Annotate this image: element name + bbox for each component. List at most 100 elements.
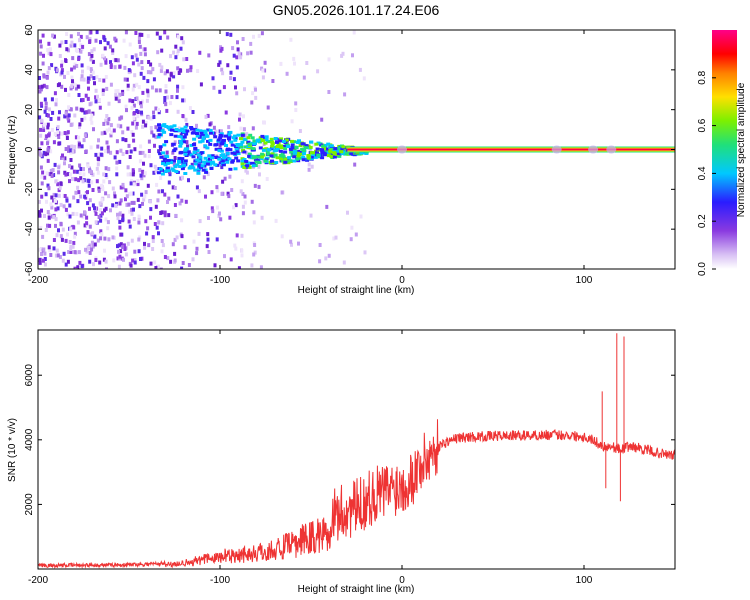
band-blip bbox=[588, 145, 599, 154]
heatmap-cell bbox=[163, 210, 167, 215]
heatmap-cell bbox=[173, 156, 177, 160]
heatmap-cell bbox=[84, 93, 88, 98]
heatmap-cell bbox=[152, 110, 155, 115]
heatmap-cell bbox=[138, 168, 142, 173]
heatmap-cell bbox=[260, 215, 264, 220]
heatmap-cell bbox=[109, 133, 113, 138]
heatmap-cell bbox=[77, 178, 81, 183]
heatmap-cell bbox=[60, 84, 64, 89]
heatmap-cell bbox=[64, 172, 68, 177]
heatmap-cell bbox=[164, 84, 168, 89]
heatmap-cell bbox=[257, 33, 261, 38]
heatmap-cell bbox=[327, 90, 331, 94]
heatmap-band-cell bbox=[245, 164, 250, 168]
heatmap-band-cell bbox=[164, 169, 168, 173]
heatmap-cell bbox=[183, 245, 187, 250]
heatmap-cell bbox=[165, 108, 169, 113]
heatmap-cell bbox=[57, 135, 61, 139]
heatmap-band-cell bbox=[214, 156, 219, 159]
heatmap-cell bbox=[57, 228, 60, 233]
heatmap-band-cell bbox=[232, 134, 237, 138]
heatmap-cell bbox=[151, 235, 155, 240]
heatmap-band-cell bbox=[193, 168, 198, 172]
heatmap-cell bbox=[135, 82, 139, 87]
heatmap-cell bbox=[142, 197, 146, 202]
heatmap-cell bbox=[117, 99, 121, 104]
heatmap-cell bbox=[75, 212, 79, 217]
snr-plot-area bbox=[38, 333, 675, 569]
heatmap-band-cell bbox=[205, 134, 210, 138]
heatmap-cell bbox=[46, 125, 50, 130]
heatmap-cell bbox=[83, 133, 87, 138]
heatmap-band-cell bbox=[191, 155, 196, 159]
heatmap-cell bbox=[173, 258, 177, 263]
heatmap-cell bbox=[161, 189, 164, 194]
heatmap-cell bbox=[70, 165, 74, 170]
heatmap-cell bbox=[96, 162, 100, 167]
heatmap-cell bbox=[94, 38, 98, 43]
heatmap-cell bbox=[359, 214, 363, 219]
heatmap-band-cell bbox=[191, 166, 196, 170]
heatmap-cell bbox=[99, 236, 103, 241]
heatmap-band-cell bbox=[345, 151, 350, 155]
heatmap-cell bbox=[131, 121, 135, 126]
heatmap-band-cell bbox=[292, 155, 297, 159]
heatmap-cell bbox=[210, 190, 214, 195]
heatmap-cell bbox=[126, 87, 130, 92]
heatmap-band-cell bbox=[157, 133, 162, 137]
heatmap-cell bbox=[240, 253, 244, 258]
heatmap-cell bbox=[298, 129, 302, 133]
heatmap-cell bbox=[166, 256, 170, 261]
heatmap-cell bbox=[121, 217, 125, 222]
heatmap-cell bbox=[68, 203, 72, 208]
heatmap-cell bbox=[191, 257, 195, 262]
heatmap-band-cell bbox=[240, 140, 245, 144]
heatmap-cell bbox=[90, 49, 94, 54]
heatmap-cell bbox=[305, 61, 309, 65]
snr-xtick-label: 100 bbox=[576, 575, 593, 586]
heatmap-cell bbox=[155, 182, 159, 187]
heatmap-cell bbox=[173, 140, 177, 145]
heatmap-band-cell bbox=[302, 152, 306, 156]
heatmap-cell bbox=[146, 34, 150, 39]
heatmap-cell bbox=[41, 33, 45, 38]
heatmap-cell bbox=[159, 68, 163, 73]
heatmap-cell bbox=[112, 258, 116, 263]
heatmap-cell bbox=[53, 162, 57, 167]
heatmap-cell bbox=[42, 83, 46, 88]
heatmap-band-cell bbox=[242, 158, 247, 161]
heatmap-band-cell bbox=[226, 147, 230, 151]
heatmap-cell bbox=[73, 62, 77, 67]
heatmap-cell bbox=[188, 106, 192, 111]
heatmap-cell bbox=[74, 48, 78, 53]
heatmap-cell bbox=[136, 197, 140, 202]
spectrogram-ytick-label: 40 bbox=[24, 64, 35, 76]
heatmap-cell bbox=[123, 65, 127, 70]
heatmap-cell bbox=[197, 189, 201, 194]
heatmap-cell bbox=[40, 141, 44, 146]
heatmap-cell bbox=[236, 47, 240, 52]
heatmap-cell bbox=[159, 147, 162, 152]
snr-ytick-label: 2000 bbox=[24, 493, 35, 516]
heatmap-cell bbox=[251, 126, 255, 131]
heatmap-cell bbox=[176, 194, 180, 199]
heatmap-cell bbox=[39, 87, 43, 92]
heatmap-band-cell bbox=[178, 165, 183, 168]
heatmap-cell bbox=[81, 108, 85, 113]
heatmap-cell bbox=[122, 243, 126, 248]
heatmap-cell bbox=[119, 242, 123, 247]
heatmap-band-cell bbox=[180, 157, 185, 161]
heatmap-cell bbox=[138, 204, 142, 209]
heatmap-cell bbox=[109, 65, 113, 69]
heatmap-cell bbox=[146, 93, 150, 98]
heatmap-cell bbox=[94, 99, 98, 104]
heatmap-cell bbox=[103, 130, 107, 135]
heatmap-cell bbox=[74, 135, 78, 140]
heatmap-cell bbox=[206, 237, 210, 242]
heatmap-cell bbox=[121, 152, 125, 156]
heatmap-cell bbox=[39, 127, 42, 132]
heatmap-cell bbox=[63, 194, 67, 198]
heatmap-cell bbox=[51, 110, 55, 115]
heatmap-cell bbox=[81, 44, 85, 49]
heatmap-cell bbox=[171, 242, 175, 247]
